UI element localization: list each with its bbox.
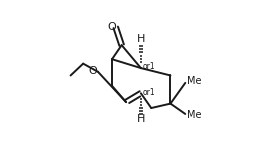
Text: O: O <box>88 66 97 76</box>
Text: O: O <box>107 22 116 32</box>
Text: or1: or1 <box>142 88 155 96</box>
Text: Me: Me <box>187 76 202 86</box>
Text: H: H <box>137 114 145 124</box>
Text: Me: Me <box>187 110 202 120</box>
Text: or1: or1 <box>142 62 155 71</box>
Text: H: H <box>137 34 145 44</box>
